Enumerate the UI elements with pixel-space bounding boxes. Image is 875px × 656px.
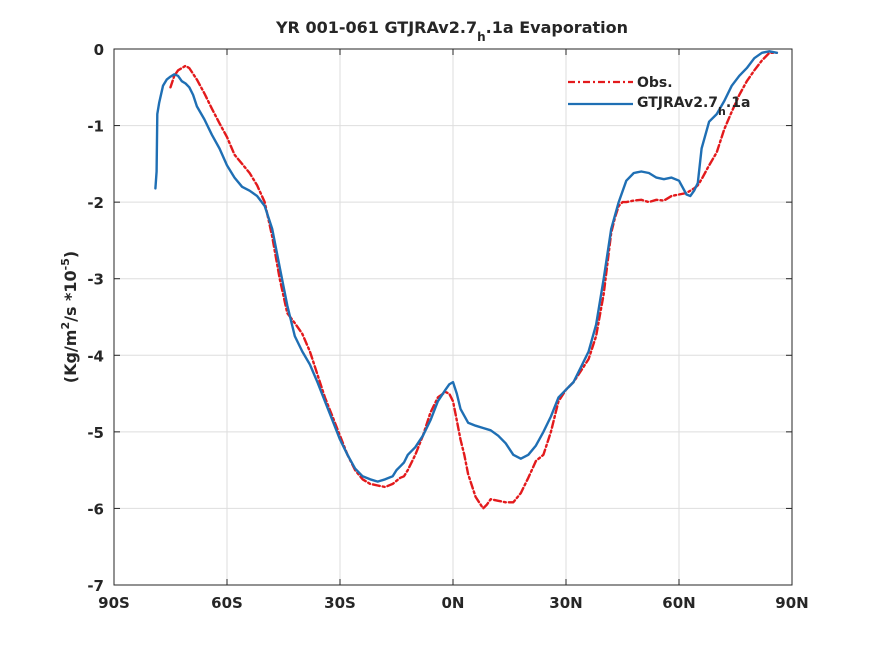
y-tick-label: -2 [87, 194, 104, 212]
x-tick-label: 30N [549, 594, 582, 612]
series-line-model [154, 50, 779, 483]
series-layer [154, 50, 779, 510]
x-tick-labels: 90S 60S 30S 0N 30N 60N 90N [98, 594, 809, 612]
x-tick-label: 90N [775, 594, 808, 612]
y-tick-label: -6 [87, 500, 104, 518]
y-tick-label: -5 [87, 424, 104, 442]
legend-label-obs: Obs. [637, 75, 673, 91]
tick-marks [113, 48, 793, 586]
x-tick-label: 30S [324, 594, 356, 612]
y-tick-label: -7 [87, 577, 104, 595]
legend-label-model: GTJRAv2.7h.1a [637, 95, 750, 118]
y-tick-label: 0 [94, 41, 104, 59]
y-tick-label: -3 [87, 271, 104, 289]
y-tick-label: -1 [87, 118, 104, 136]
x-tick-label: 60N [662, 594, 695, 612]
x-tick-label: 60S [211, 594, 243, 612]
y-tick-label: -4 [87, 347, 104, 365]
x-tick-label: 0N [442, 594, 465, 612]
y-tick-labels: -7 -6 -5 -4 -3 -2 -1 0 [87, 41, 104, 595]
y-axis-label: (Kg/m2/s *10-5) [59, 251, 80, 383]
chart-title: YR 001-061 GTJRAv2.7h.1a Evaporation [275, 18, 628, 44]
legend: Obs. GTJRAv2.7h.1a [568, 75, 750, 118]
x-tick-label: 90S [98, 594, 130, 612]
